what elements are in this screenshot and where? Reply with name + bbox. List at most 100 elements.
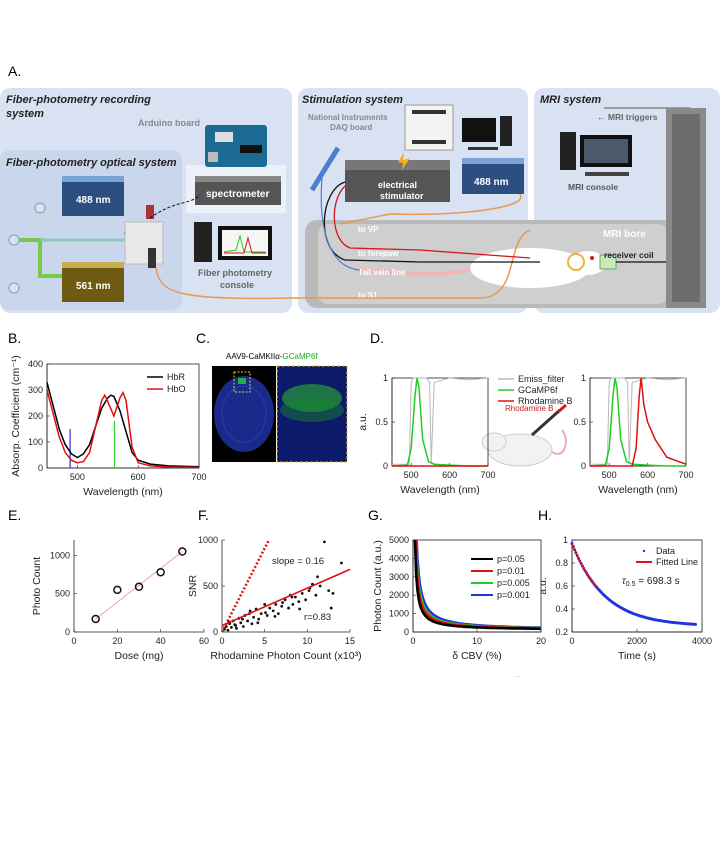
chart-F: 0 5 10 15 0 500 1000 Rhodamine Photon Count (x1… xyxy=(187,535,362,662)
y-tick-label: 400 xyxy=(28,359,43,369)
data-point xyxy=(271,609,275,613)
y-tick-label: 1 xyxy=(383,373,388,383)
zoom-box xyxy=(233,371,251,393)
x-tick-label: 500 xyxy=(70,472,85,482)
data-point xyxy=(276,612,280,615)
data-point xyxy=(264,611,267,615)
tail-vein-line xyxy=(320,177,361,271)
zoomed-gcamp xyxy=(282,384,342,412)
x-axis-label: Wavelength (nm) xyxy=(400,484,480,496)
mirror-icon xyxy=(8,282,20,294)
y-tick-label: 200 xyxy=(28,411,43,421)
rhodamine-label: Rhodamine B xyxy=(505,404,553,413)
data-point xyxy=(280,604,284,608)
syringe-tip xyxy=(557,403,567,414)
legend-label: HbO xyxy=(167,384,186,394)
panel-d-rat: Rhodamine B xyxy=(481,403,567,467)
chart-G: 0 10 20 0 1000 2000 3000 4000 5000 δ CBV (%) Photo… xyxy=(372,535,546,662)
data-point xyxy=(297,600,301,604)
y-tick-label: 500 xyxy=(203,581,218,591)
panel-c-title: AAV9-CaMKIIα-GCaMP6f xyxy=(226,352,318,361)
tail-vein-label: Tail vein line xyxy=(358,268,406,277)
data-point xyxy=(273,614,277,618)
y-tick-label: 100 xyxy=(28,437,43,447)
y-tick-label: 0.5 xyxy=(573,417,586,427)
panel-label-f: F. xyxy=(198,507,209,523)
x-tick-label: 0 xyxy=(71,636,76,646)
forepaw-cable-red xyxy=(333,185,531,259)
series-line-Rhodamine-B xyxy=(590,377,687,467)
x-tick-label: 15 xyxy=(345,636,355,646)
stim-laser-488-label: 488 nm xyxy=(474,177,509,188)
y-axis-label: a.u. xyxy=(537,577,549,595)
y-tick-label: 0 xyxy=(581,461,586,471)
legend-label: p=0.005 xyxy=(497,578,530,588)
x-tick-label: 2000 xyxy=(627,636,647,646)
stimulator-label-1: electrical xyxy=(378,180,417,190)
legend-label: Data xyxy=(656,546,675,556)
y-tick-label: 0.8 xyxy=(555,558,568,568)
recording-title-1: Fiber-photometry recording xyxy=(6,94,151,106)
data-point xyxy=(316,575,319,579)
data-point xyxy=(224,625,228,628)
brain-slice-structure xyxy=(221,385,267,443)
mri-triggers-label: ← MRI triggers xyxy=(597,112,658,122)
x-tick-label: 0 xyxy=(219,636,224,646)
zoomed-image xyxy=(276,365,348,463)
mri-bore-label: MRI bore xyxy=(603,229,646,240)
data-point xyxy=(291,603,295,606)
y-tick-label: 1 xyxy=(563,535,568,545)
laser-561-label: 561 nm xyxy=(76,281,111,292)
data-point xyxy=(331,591,335,595)
half-life-annotation: τ0.5 = 698.3 s xyxy=(622,576,680,588)
chart-E: 0 20 40 60 0 500 1000 Dose (mg) Photo Count xyxy=(31,540,209,662)
series-line-GCaMP6f xyxy=(391,377,488,467)
syringe-icon xyxy=(531,408,561,437)
data-point xyxy=(327,589,331,592)
chart-D2: 500 600 700 0 0.5 1 Wavelength (nm) xyxy=(573,373,693,496)
stim-laser-488-box xyxy=(462,158,524,194)
data-point xyxy=(274,603,278,606)
chart-B: 500 600 700 0 100 200 300 400 Wavelength (nm) Abs… xyxy=(10,355,207,498)
gcamp-expression xyxy=(238,378,246,384)
stimulator-label-2: stimulator xyxy=(380,191,424,201)
data-point xyxy=(256,621,260,625)
legend-swatch xyxy=(642,549,646,553)
data-point xyxy=(323,540,326,544)
filter-cube xyxy=(124,221,164,265)
panel-a-schematic: A. Fiber-photometry recording system Fib… xyxy=(0,63,720,313)
legend-label: p=0.01 xyxy=(497,566,525,576)
series-line-HbO xyxy=(47,389,199,468)
spectrometer-top xyxy=(195,176,281,182)
x-axis-label: Rhodamine Photon Count (x10³) xyxy=(210,650,361,662)
panel-label-d: D. xyxy=(370,330,384,346)
stim-computer xyxy=(462,116,512,150)
data-point xyxy=(340,561,343,565)
ni-daq-board xyxy=(404,104,454,151)
fit-line xyxy=(95,551,183,620)
series-line-Emiss_filter xyxy=(590,377,687,465)
x-tick-label: 60 xyxy=(199,636,209,646)
mirror-icon xyxy=(8,234,20,246)
data-point xyxy=(246,619,250,623)
rat-illustration xyxy=(359,248,606,288)
panel-label-e: E. xyxy=(8,507,21,523)
legend-label: p=0.001 xyxy=(497,590,530,600)
tau-symbol: τ xyxy=(622,576,627,587)
panel-c-microscopy: AAV9-CaMKIIα-GCaMP6f xyxy=(212,352,348,463)
y-tick-label: 0 xyxy=(38,463,43,473)
x-tick-label: 700 xyxy=(480,470,495,480)
receiver-coil-label: receiver coil xyxy=(604,250,654,260)
x-tick-label: 600 xyxy=(640,470,655,480)
data-point xyxy=(290,595,294,599)
data-point xyxy=(226,628,230,632)
to-vp-label: to VP xyxy=(358,225,379,234)
data-point xyxy=(134,582,144,592)
x-tick-label: 4000 xyxy=(692,636,712,646)
y-axis-label: SNR xyxy=(187,574,199,597)
y-tick-label: 500 xyxy=(55,589,70,599)
data-point xyxy=(235,626,238,630)
